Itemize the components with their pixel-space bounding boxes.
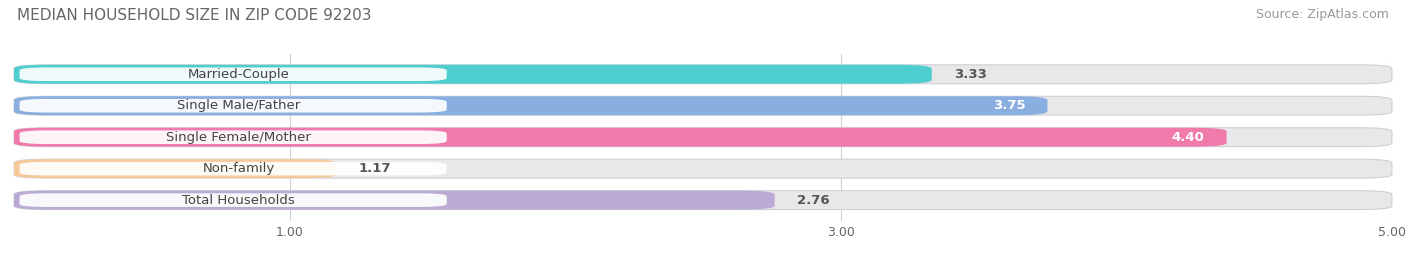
Text: 1.17: 1.17 (359, 162, 391, 175)
FancyBboxPatch shape (14, 96, 1047, 115)
Text: MEDIAN HOUSEHOLD SIZE IN ZIP CODE 92203: MEDIAN HOUSEHOLD SIZE IN ZIP CODE 92203 (17, 8, 371, 23)
Text: Source: ZipAtlas.com: Source: ZipAtlas.com (1256, 8, 1389, 21)
FancyBboxPatch shape (14, 128, 1392, 147)
Text: Single Female/Mother: Single Female/Mother (166, 131, 311, 144)
FancyBboxPatch shape (20, 68, 447, 81)
Text: 3.33: 3.33 (953, 68, 987, 81)
Text: Total Households: Total Households (183, 194, 295, 207)
FancyBboxPatch shape (14, 65, 932, 84)
FancyBboxPatch shape (14, 159, 1392, 178)
FancyBboxPatch shape (14, 96, 1392, 115)
FancyBboxPatch shape (14, 159, 336, 178)
Text: 2.76: 2.76 (797, 194, 830, 207)
FancyBboxPatch shape (14, 65, 1392, 84)
FancyBboxPatch shape (14, 191, 1392, 210)
FancyBboxPatch shape (20, 162, 447, 175)
FancyBboxPatch shape (20, 99, 447, 112)
FancyBboxPatch shape (14, 191, 775, 210)
Text: Non-family: Non-family (202, 162, 274, 175)
FancyBboxPatch shape (20, 130, 447, 144)
Text: Single Male/Father: Single Male/Father (177, 99, 301, 112)
FancyBboxPatch shape (14, 128, 1226, 147)
Text: Married-Couple: Married-Couple (188, 68, 290, 81)
Text: 3.75: 3.75 (993, 99, 1025, 112)
FancyBboxPatch shape (20, 193, 447, 207)
Text: 4.40: 4.40 (1171, 131, 1205, 144)
